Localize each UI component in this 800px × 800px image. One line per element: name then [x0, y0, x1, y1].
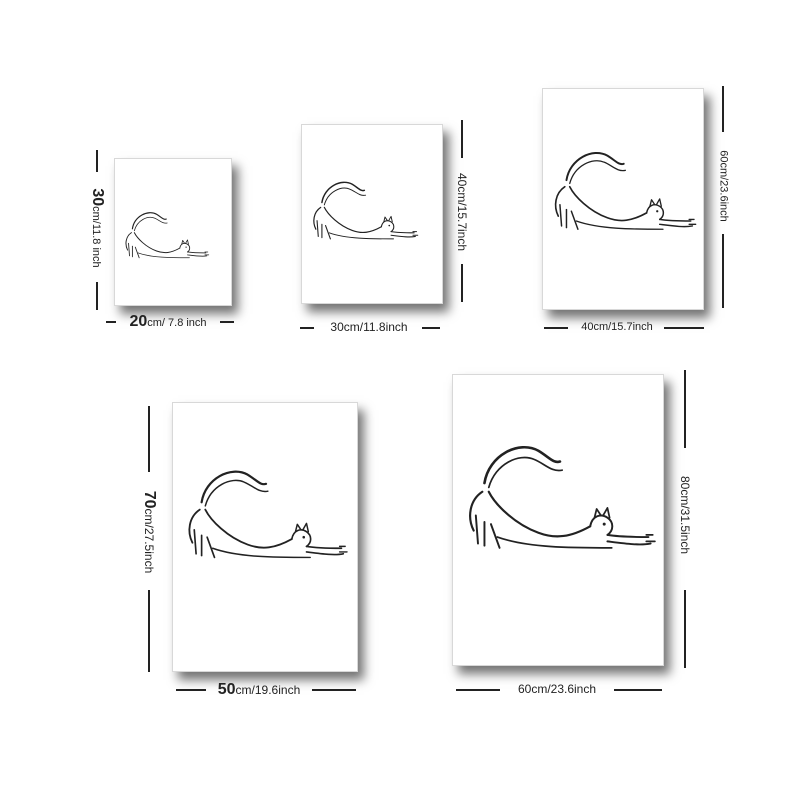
- width-value: 60cm/23.6inch: [517, 682, 597, 696]
- height-dimension-line: [684, 370, 686, 448]
- canvas-30x40: [301, 124, 443, 304]
- height-value: 70: [141, 490, 158, 509]
- width-dimension-line: [544, 327, 568, 329]
- height-dimension-line: [722, 234, 724, 308]
- height-label: 70cm/27.5inch: [141, 490, 158, 574]
- height-dimension-line: [461, 120, 463, 158]
- width-dimension-line: [312, 689, 356, 691]
- cat-drawing-icon: [554, 151, 697, 231]
- width-value: 30cm/11.8inch: [330, 320, 408, 334]
- width-label: 40cm/15.7inch: [581, 322, 653, 333]
- height-label: 30cm/11.8 inch: [89, 188, 106, 268]
- width-label: 60cm/23.6inch: [518, 683, 596, 695]
- width-dimension-line: [300, 327, 314, 329]
- width-value: 40cm/15.7inch: [581, 321, 653, 333]
- height-value: 80cm/31.5inch: [678, 475, 692, 555]
- height-unit: cm/11.8 inch: [90, 206, 102, 268]
- width-value: 20: [129, 313, 148, 330]
- width-unit: cm/19.6inch: [235, 683, 301, 697]
- canvas-60x80: [452, 374, 664, 666]
- height-dimension-line: [461, 264, 463, 302]
- cat-drawing-icon: [313, 181, 419, 240]
- width-dimension-line: [220, 321, 234, 323]
- width-dimension-line: [106, 321, 116, 323]
- height-dimension-line: [96, 150, 98, 172]
- height-label: 80cm/31.5inch: [678, 475, 692, 555]
- width-dimension-line: [422, 327, 440, 329]
- width-dimension-line: [176, 689, 206, 691]
- canvas-40x60: [542, 88, 704, 310]
- width-unit: cm/ 7.8 inch: [147, 317, 207, 329]
- height-dimension-line: [148, 406, 150, 472]
- canvas-50x70: [172, 402, 358, 672]
- height-value: 30: [89, 188, 106, 207]
- cat-drawing-icon: [125, 212, 210, 259]
- width-label: 30cm/11.8inch: [330, 321, 407, 333]
- height-value: 40cm/15.7inch: [455, 172, 469, 252]
- width-dimension-line: [456, 689, 500, 691]
- width-dimension-line: [614, 689, 662, 691]
- height-dimension-line: [684, 590, 686, 668]
- height-dimension-line: [722, 86, 724, 132]
- height-dimension-line: [96, 282, 98, 310]
- cat-drawing-icon: [468, 445, 657, 550]
- cat-drawing-icon: [188, 470, 349, 559]
- height-unit: cm/27.5inch: [142, 508, 156, 574]
- canvas-20x30: [114, 158, 232, 306]
- height-dimension-line: [148, 590, 150, 672]
- width-value: 50: [217, 681, 236, 698]
- width-label: 20cm/ 7.8 inch: [129, 314, 206, 330]
- height-label: 60cm/23.6inch: [717, 150, 730, 222]
- height-label: 40cm/15.7inch: [455, 172, 469, 252]
- width-dimension-line: [664, 327, 704, 329]
- height-value: 60cm/23.6inch: [717, 150, 730, 222]
- width-label: 50cm/19.6inch: [218, 682, 301, 698]
